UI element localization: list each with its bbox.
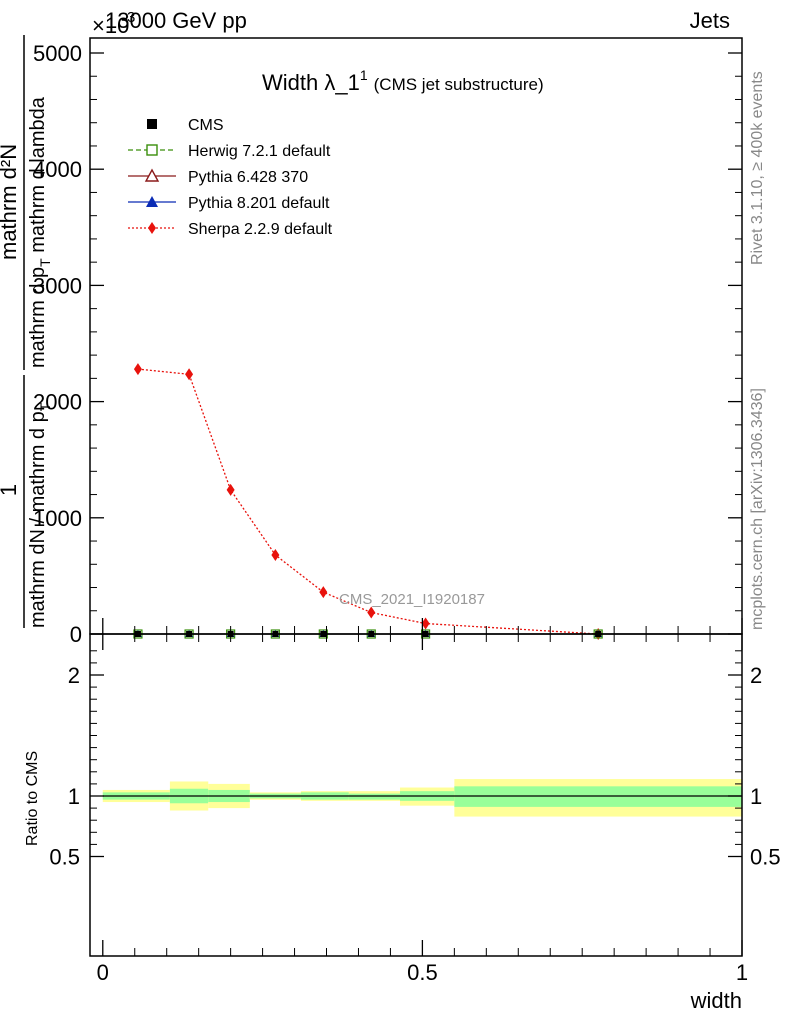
legend-marker [144,168,160,182]
ratio-y-tick-label-right: 2 [750,663,762,688]
mcplots-label: mcplots.cern.ch [arXiv:1306.3436] [749,388,766,630]
chart-title-sup: 1 [360,67,368,83]
sherpa-point [133,363,142,376]
main-y-label: 1 mathrm dN / mathrm d pT mathrm d²N mat… [0,35,53,628]
chart-title-main: Width λ_1 [262,70,360,95]
legend-marker [146,196,158,207]
main-y-tick-label: 1000 [33,506,82,531]
x-tick-label: 0 [97,960,109,985]
ratio-inner-band [348,793,401,800]
chart-title-note: (CMS jet substructure) [374,75,544,94]
analysis-label: CMS_2021_I1920187 [339,591,485,608]
y-prefactor-den-text: mathrm dN / mathrm d p [27,411,49,628]
sherpa-line [137,368,599,635]
y-den-text2: mathrm d lambda [27,96,49,258]
rivet-label: Rivet 3.1.10, ≥ 400k events [749,71,766,265]
scale-exponent: ×10 [92,13,129,38]
ratio-y-ticks: 0.5 0.5 1 1 2 2 [49,650,781,870]
main-y-tick-label: 3000 [33,273,82,298]
ratio-panel: 0.5 0.51 12 2 0 0.5 1 Ratio to CMS width [24,618,781,1013]
ratio-x-ticks: 0 0.5 1 [97,618,748,985]
legend-label: Sherpa 2.2.9 default [188,221,333,238]
ratio-y-label: Ratio to CMS [24,751,41,846]
sherpa-point [185,368,194,381]
sherpa-point [367,606,376,619]
y-prefactor-den-sub: T [37,402,53,411]
x-axis-label: width [690,988,742,1013]
legend-label: Pythia 6.428 370 [188,169,308,186]
y-den-text: mathrm d p [27,267,49,368]
sherpa-point [421,617,430,630]
ratio-y-tick-label-right: 1 [750,784,762,809]
legend-marker [148,222,156,234]
x-tick-label: 0.5 [407,960,438,985]
legend-marker [146,144,158,156]
main-y-tick-label: 4000 [33,157,82,182]
main-y-ticks: 0 1000 2000 3000 4000 5000 [33,41,742,647]
ratio-inner-band [454,786,742,807]
scale-power: 3 [127,9,135,26]
legend-label: Pythia 8.201 default [188,195,330,212]
y-prefactor-num: 1 [0,484,21,496]
chart-title: Width λ_11 (CMS jet substructure) [262,67,544,95]
group-label: Jets [690,8,730,33]
x-tick-label: 1 [736,960,748,985]
y-numerator: mathrm d²N [0,144,21,260]
main-y-tick-label: 2000 [33,390,82,415]
y-den-sub: T [37,258,53,267]
legend-label: Herwig 7.2.1 default [188,143,331,160]
legend: CMS Herwig 7.2.1 default Pythia 6.428 370 P… [128,117,333,238]
energy-label: 13000 GeV pp [105,8,247,33]
ratio-y-tick-label: 2 [68,663,80,688]
main-y-tick-label: 0 [70,622,82,647]
main-y-tick-label: 5000 [33,41,82,66]
ratio-y-tick-label: 1 [68,784,80,809]
sherpa-point [271,548,280,561]
legend-marker [147,119,157,129]
ratio-frame [89,633,743,957]
legend-label: CMS [188,117,224,134]
sherpa-point [319,586,328,599]
sherpa-point [226,483,235,496]
ratio-y-tick-label-right: 0.5 [750,845,781,870]
y-prefactor-den: mathrm dN / mathrm d pT [27,402,53,628]
y-denominator: mathrm d pT mathrm d lambda [27,96,53,368]
ratio-bands [102,779,742,817]
ratio-y-tick-label: 0.5 [49,845,80,870]
